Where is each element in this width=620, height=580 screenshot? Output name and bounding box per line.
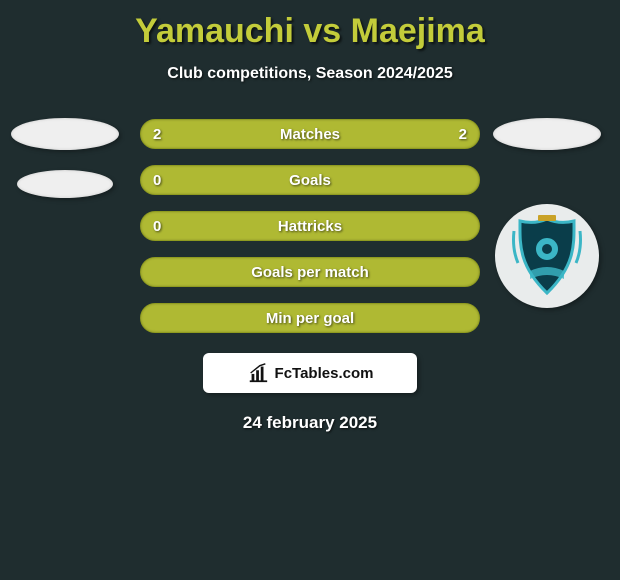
comparison-date: 24 february 2025	[0, 413, 620, 433]
stat-row-goals: 0 Goals	[140, 165, 480, 195]
shield-icon	[508, 213, 586, 299]
player-left-name: Yamauchi	[135, 12, 294, 50]
bar-chart-icon	[247, 362, 269, 384]
comparison-subtitle: Club competitions, Season 2024/2025	[0, 65, 620, 83]
stat-row-matches: 2 Matches 2	[140, 119, 480, 149]
stat-right-value: 2	[459, 126, 467, 143]
player-right-name: Maejima	[351, 12, 485, 50]
branding-badge[interactable]: FcTables.com	[203, 353, 417, 393]
stat-row-hattricks: 0 Hattricks	[140, 211, 480, 241]
stat-label: Min per goal	[266, 310, 354, 327]
stat-label: Goals per match	[251, 264, 369, 281]
stat-left-value: 2	[153, 126, 161, 143]
stat-left-value: 0	[153, 218, 161, 235]
ellipse-icon	[493, 118, 601, 150]
ellipse-icon	[17, 170, 113, 198]
club-crest	[495, 204, 599, 308]
stat-row-goals-per-match: Goals per match	[140, 257, 480, 287]
stat-row-min-per-goal: Min per goal	[140, 303, 480, 333]
ellipse-icon	[11, 118, 119, 150]
right-player-icons	[482, 118, 612, 308]
stat-left-value: 0	[153, 172, 161, 189]
vs-separator: vs	[303, 12, 341, 50]
stat-label: Goals	[289, 172, 331, 189]
left-player-icons	[0, 118, 130, 198]
comparison-title: Yamauchi vs Maejima	[0, 0, 620, 51]
stat-label: Hattricks	[278, 218, 342, 235]
stat-label: Matches	[280, 126, 340, 143]
branding-text: FcTables.com	[275, 365, 374, 382]
